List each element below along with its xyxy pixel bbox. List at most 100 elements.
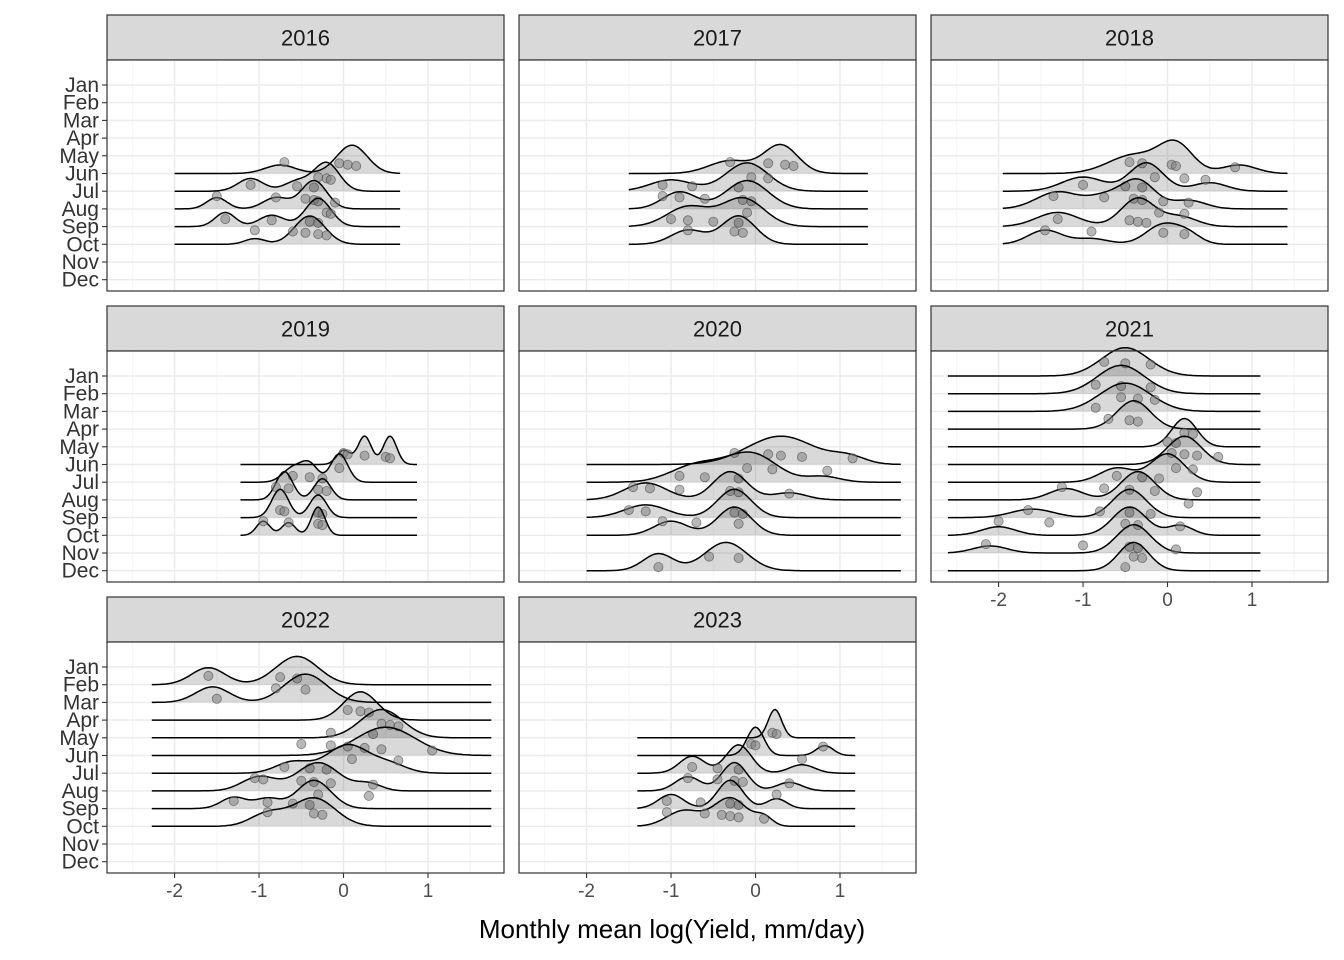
panel-background — [931, 60, 1328, 291]
data-point — [1124, 157, 1135, 168]
ridge-2021-mar — [947, 382, 1261, 413]
data-point — [279, 157, 290, 168]
x-tick-label: -2 — [578, 881, 595, 902]
data-point — [1171, 160, 1182, 171]
y-tick-label-jun: Jun — [65, 163, 99, 186]
data-point — [363, 707, 374, 718]
data-point — [355, 706, 366, 717]
ridge-2016-oct — [174, 215, 401, 246]
data-point — [1158, 196, 1169, 207]
panel-border — [106, 350, 505, 583]
data-point — [1056, 482, 1067, 493]
data-point — [304, 800, 315, 811]
data-point — [691, 517, 702, 528]
data-point — [993, 516, 1004, 527]
data-point — [1116, 392, 1127, 403]
facet-panel-2022: 2022 JanFebMarAprMayJunJulAugSepOctNovDec… — [59, 596, 505, 902]
ridge-line — [947, 488, 1261, 519]
data-point — [687, 181, 698, 192]
data-point — [313, 217, 324, 228]
data-point — [287, 226, 298, 237]
y-tick-label-sep: Sep — [62, 507, 99, 530]
data-point — [682, 215, 693, 226]
ridge-2016-sep — [174, 197, 401, 228]
ridge-area — [586, 507, 901, 536]
ridge-line — [151, 691, 492, 721]
data-point — [737, 777, 748, 788]
data-point — [737, 227, 748, 238]
data-point — [771, 729, 782, 740]
ridge-2022-mar — [151, 673, 492, 704]
data-point — [1052, 214, 1063, 225]
y-tick-label-jan: Jan — [65, 74, 99, 97]
data-point — [1171, 544, 1182, 555]
ridge-area — [586, 489, 901, 518]
ridge-line — [586, 488, 901, 519]
ridge-2020-jul — [586, 451, 901, 484]
y-tick-label-apr: Apr — [66, 709, 99, 732]
ridge-line — [947, 400, 1261, 430]
x-tick-label: -1 — [663, 881, 680, 902]
ridge-line — [240, 470, 417, 501]
ridge-2016-jun — [174, 144, 401, 175]
data-point — [759, 813, 770, 824]
data-point — [292, 181, 303, 192]
data-point — [644, 483, 655, 494]
ridge-line — [174, 179, 401, 210]
y-tick-label-jul: Jul — [72, 180, 99, 203]
ridge-line — [947, 382, 1261, 413]
data-point — [1141, 217, 1152, 228]
data-point — [1149, 485, 1160, 496]
data-point — [699, 193, 710, 204]
y-tick-label-nov: Nov — [62, 251, 100, 274]
ridge-line — [947, 435, 1261, 466]
data-point — [249, 773, 260, 784]
data-point — [1154, 473, 1165, 484]
data-point — [687, 762, 698, 773]
panel-background — [519, 351, 916, 582]
y-tick-label-mar: Mar — [63, 400, 99, 423]
data-point — [657, 516, 668, 527]
facet-strip-2019 — [106, 305, 505, 352]
ridge-2022-feb — [151, 655, 492, 686]
ridge-2022-jun — [151, 726, 492, 757]
data-point — [695, 797, 706, 808]
data-point — [1023, 505, 1034, 516]
y-tick-label-jul: Jul — [72, 762, 99, 785]
ridge-line — [947, 523, 1261, 554]
ridge-area — [947, 383, 1261, 412]
ridge-2019-jun — [240, 435, 417, 466]
data-point — [742, 207, 753, 218]
data-point — [300, 684, 311, 695]
ridge-line — [174, 161, 401, 192]
data-point — [304, 472, 315, 483]
facet-label-2017: 2017 — [693, 26, 742, 51]
ridge-line — [947, 417, 1261, 448]
ridge-line — [151, 708, 492, 739]
data-point — [275, 672, 286, 683]
ridge-2021-jun — [947, 435, 1261, 466]
data-point — [733, 217, 744, 228]
data-point — [1179, 173, 1190, 184]
ridge-area — [151, 727, 492, 756]
facet-strip-2023 — [518, 596, 917, 643]
data-point — [1183, 498, 1194, 509]
ridge-2020-dec — [586, 541, 901, 573]
data-point — [674, 470, 685, 481]
y-tick-label-jun: Jun — [65, 454, 99, 477]
y-tick-label-mar: Mar — [63, 109, 99, 132]
data-point — [325, 208, 336, 219]
y-tick-label-feb: Feb — [63, 383, 99, 406]
facet-label-2018: 2018 — [1105, 26, 1154, 51]
data-point — [220, 214, 231, 225]
data-point — [1154, 207, 1165, 218]
ridge-area — [174, 198, 401, 227]
ridge-line — [586, 470, 901, 501]
x-tick-label: 0 — [750, 881, 761, 902]
data-point — [1120, 562, 1131, 573]
panel-border — [106, 59, 505, 292]
data-point — [674, 192, 685, 203]
y-tick-label-jun: Jun — [65, 745, 99, 768]
data-point — [211, 191, 222, 202]
